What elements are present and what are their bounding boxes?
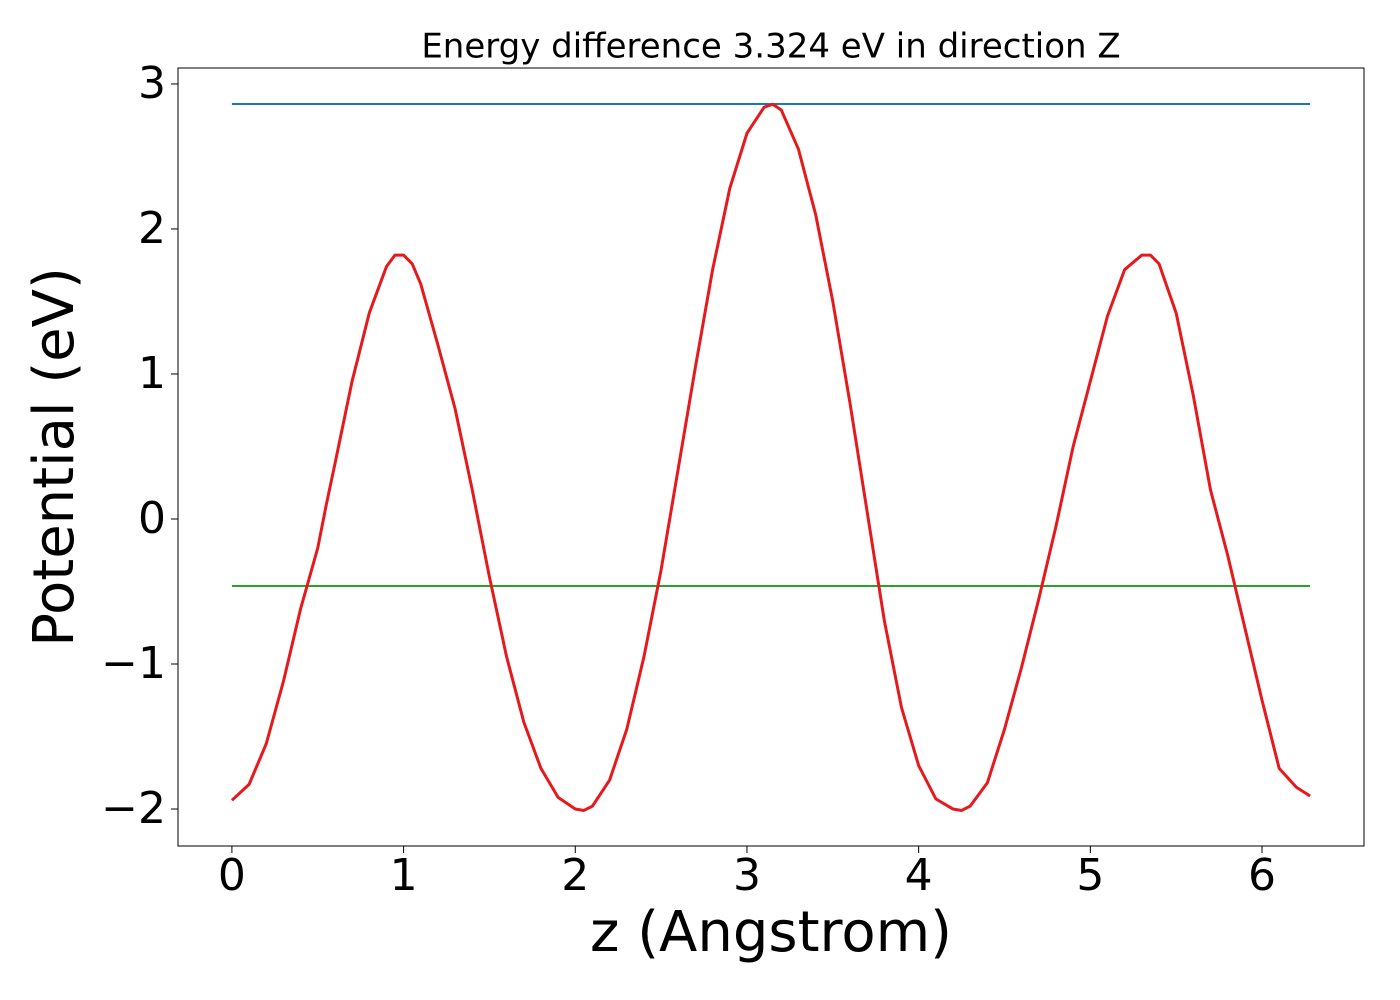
x-tick-label: 0	[218, 850, 246, 901]
y-tick-label: 1	[138, 348, 166, 399]
chart-title: Energy difference 3.324 eV in direction …	[421, 27, 1120, 67]
plot-frame	[177, 67, 1365, 847]
x-tick-label: 6	[1248, 850, 1276, 901]
x-tick-label: 4	[905, 850, 933, 901]
y-tick-label: −2	[101, 783, 166, 834]
x-tick-label: 2	[561, 850, 589, 901]
x-tick-label: 1	[390, 850, 418, 901]
x-tick-label: 5	[1076, 850, 1104, 901]
y-tick-label: 3	[138, 58, 166, 109]
data-line	[230, 102, 1311, 812]
y-tick-label: −1	[101, 638, 166, 689]
y-tick-label: 2	[138, 203, 166, 254]
y-axis-label: Potential (eV)	[22, 267, 87, 647]
x-axis-label: z (Angstrom)	[590, 900, 952, 965]
x-tick-label: 3	[733, 850, 761, 901]
y-tick-label: 0	[138, 493, 166, 544]
